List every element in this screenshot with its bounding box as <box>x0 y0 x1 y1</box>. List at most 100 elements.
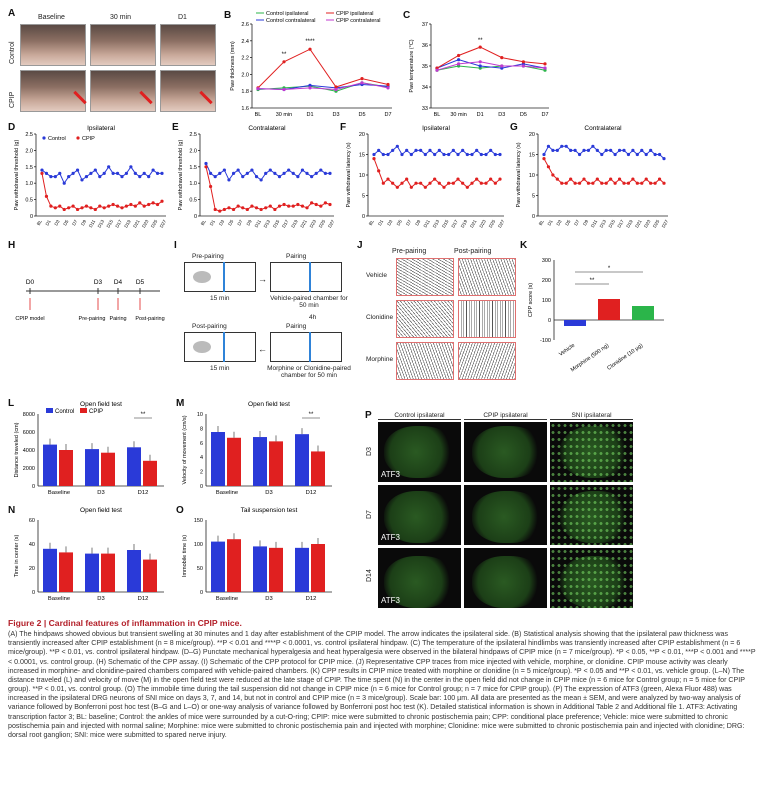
data-point <box>395 185 399 189</box>
data-point <box>521 60 525 64</box>
y-tick-label: 20 <box>29 566 35 572</box>
data-point <box>649 181 653 185</box>
data-point <box>433 152 437 157</box>
data-point <box>308 83 312 87</box>
data-point <box>546 165 551 169</box>
data-point <box>155 202 160 207</box>
bar <box>85 553 99 592</box>
cpp-trace <box>458 300 516 338</box>
data-point <box>259 178 263 182</box>
legend-swatch <box>80 408 87 413</box>
data-point <box>542 152 546 157</box>
y-tick-label: 0 <box>548 318 551 324</box>
data-point <box>451 148 455 152</box>
x-tick-label: D19 <box>123 219 132 229</box>
chart-title: Ipsilateral <box>87 125 115 132</box>
x-tick-label: D7 <box>573 219 580 227</box>
x-tick-label: D3 <box>386 219 393 227</box>
y-tick-label: 1.5 <box>25 165 33 171</box>
micrograph: ATF3 <box>378 485 461 545</box>
data-point <box>44 194 49 198</box>
data-point <box>314 171 318 175</box>
data-point <box>456 152 460 157</box>
data-point <box>447 152 451 157</box>
series-line <box>373 158 501 189</box>
data-point <box>360 77 364 81</box>
data-point <box>142 204 146 208</box>
data-point <box>40 171 44 175</box>
x-tick-label: D3 <box>265 596 272 602</box>
bar <box>269 441 283 486</box>
x-tick-label: D3 <box>97 596 104 602</box>
data-point <box>391 181 395 185</box>
series-line <box>41 173 163 211</box>
data-point <box>442 152 446 157</box>
data-point <box>147 175 151 179</box>
data-point <box>273 207 277 212</box>
y-tick-label: 37 <box>422 22 428 28</box>
data-point <box>231 171 236 175</box>
data-point <box>493 152 497 157</box>
data-point <box>282 87 286 92</box>
data-point <box>84 175 89 179</box>
legend-label: CPIP <box>89 409 103 415</box>
data-point <box>626 152 631 157</box>
data-point <box>268 168 272 172</box>
data-point <box>98 175 102 179</box>
data-point <box>419 148 423 152</box>
data-point <box>222 168 226 172</box>
cpp-trace <box>458 342 516 380</box>
bar <box>632 306 654 320</box>
data-point <box>542 157 546 161</box>
data-point <box>372 152 376 157</box>
data-point <box>657 177 662 181</box>
data-point <box>600 152 604 157</box>
data-point <box>617 148 622 152</box>
data-point <box>133 204 137 208</box>
y-tick-label: 6000 <box>23 430 35 436</box>
data-point <box>400 152 404 157</box>
y-tick-label: 0 <box>200 590 203 596</box>
box-prepairing <box>184 262 256 292</box>
y-tick-label: 2.5 <box>25 132 33 138</box>
x-tick-label: D27 <box>497 219 506 229</box>
data-point <box>241 206 245 210</box>
series-line <box>543 145 665 159</box>
data-point <box>662 157 666 161</box>
x-tick-label: D5 <box>564 219 571 227</box>
y-tick-label: 0 <box>32 484 35 490</box>
y-tick-label: 35 <box>422 64 428 70</box>
chart-title: Contralateral <box>248 125 286 132</box>
data-point <box>609 177 613 181</box>
data-point <box>569 148 573 152</box>
data-point <box>40 168 44 172</box>
bar <box>253 437 267 486</box>
x-tick-label: D5 <box>396 219 403 227</box>
bar <box>295 434 309 486</box>
data-point <box>58 171 62 175</box>
drug-pairing-text: Morphine or Clonidine-paired chamber for… <box>267 365 351 379</box>
data-point <box>282 60 286 64</box>
data-point <box>250 204 254 208</box>
data-point <box>268 204 272 208</box>
data-point <box>245 207 249 212</box>
data-point <box>419 181 423 185</box>
data-point <box>213 207 217 212</box>
data-point <box>236 168 240 172</box>
data-point <box>208 171 213 175</box>
bar <box>143 460 157 486</box>
data-point <box>277 175 282 179</box>
data-point <box>296 202 300 207</box>
data-point <box>386 82 390 87</box>
photo-col-d1: D1 <box>178 14 187 21</box>
data-point <box>475 177 479 181</box>
data-point <box>543 62 547 66</box>
bar <box>269 547 283 592</box>
y-axis-label: Paw withdrawal threshold (g) <box>178 140 184 211</box>
panel-label-k: K <box>520 240 528 251</box>
data-point <box>478 60 482 64</box>
bar <box>101 553 115 592</box>
data-point <box>147 202 151 207</box>
x-tick-label: D27 <box>159 219 168 229</box>
